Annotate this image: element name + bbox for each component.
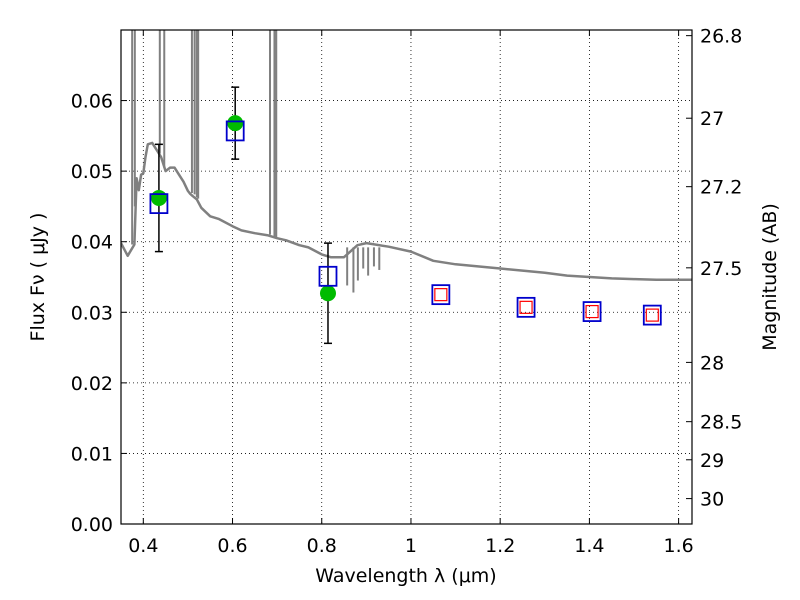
y-tick-label: 0.04 (71, 232, 113, 254)
x-tick-label: 1 (405, 535, 417, 557)
y2-tick-label: 28 (700, 352, 724, 374)
y-tick-label: 0.06 (71, 91, 113, 113)
data-points (149, 86, 662, 345)
y2-tick-label: 27.2 (700, 177, 742, 199)
y-axis-label: Flux Fν ( μJy ) (27, 213, 49, 342)
blue-square-marker (642, 304, 662, 326)
red-square-marker (645, 308, 659, 322)
y-tick-label: 0.05 (71, 161, 113, 183)
observed-flux-point (319, 285, 336, 302)
y2-tick-label: 30 (700, 489, 724, 511)
x-tick-label: 1.2 (485, 535, 515, 557)
blue-square-marker (318, 265, 338, 287)
y-tick-label: 0.00 (71, 514, 113, 536)
blue-square-marker (149, 193, 169, 215)
observed-flux-point (150, 189, 167, 206)
y-tick-label: 0.02 (71, 373, 113, 395)
red-square-marker (519, 300, 533, 314)
red-square-marker (434, 288, 448, 302)
blue-square-marker (516, 296, 536, 318)
blue-square-marker (225, 120, 245, 142)
y2-tick-label: 29 (700, 450, 724, 472)
x-tick-label: 0.6 (217, 535, 247, 557)
y2-axis-label: Magnitude (AB) (759, 203, 781, 351)
model-spectrum-line (121, 141, 692, 282)
y-tick-label: 0.01 (71, 443, 113, 465)
red-square-marker (585, 304, 599, 319)
x-tick-label: 0.4 (128, 535, 158, 557)
x-tick-label: 1.6 (664, 535, 694, 557)
x-axis-label: Wavelength λ (μm) (315, 565, 496, 587)
model-spectrum-layer (121, 30, 692, 293)
y-tick-label: 0.03 (71, 302, 113, 324)
y2-tick-label: 27.5 (700, 258, 742, 280)
blue-square-marker (431, 284, 451, 306)
blue-square-marker (582, 301, 602, 322)
plot-frame (120, 29, 693, 525)
y2-tick-label: 26.8 (700, 26, 742, 48)
y2-tick-label: 27 (700, 108, 724, 130)
axis-ticks: 0.4 0.6 0.8 1 1.2 1.4 1.6 0.00 0.01 0.02 0.03 0.04 0… (71, 26, 743, 557)
x-tick-label: 1.4 (574, 535, 604, 557)
observed-flux-point (227, 115, 244, 132)
y2-tick-label: 28.5 (700, 412, 742, 434)
x-tick-label: 0.8 (307, 535, 337, 557)
